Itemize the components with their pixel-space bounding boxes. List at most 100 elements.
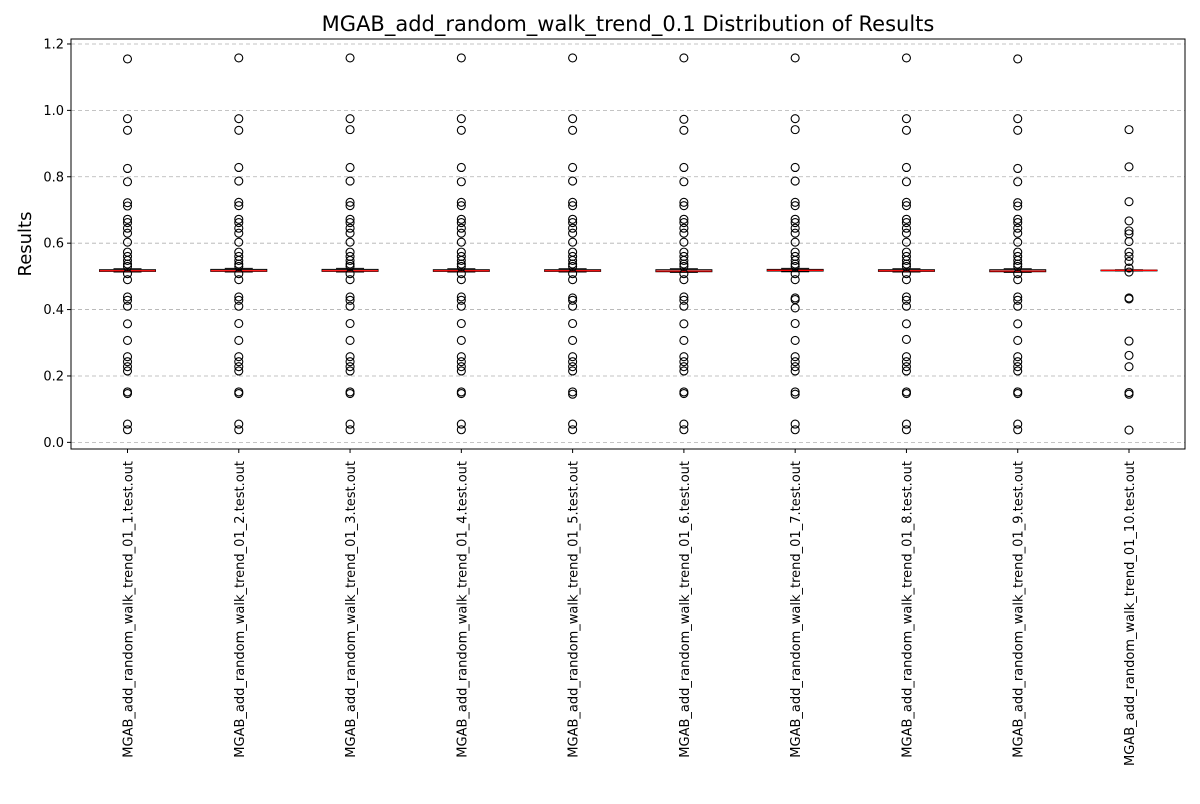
- outlier-point: [679, 275, 689, 285]
- outlier-point: [122, 269, 133, 279]
- outlier-point: [1013, 198, 1023, 208]
- outlier-point: [790, 176, 800, 186]
- outlier-point: [679, 335, 689, 345]
- outlier-point: [790, 261, 800, 271]
- outlier-point: [679, 228, 689, 238]
- x-tick-label: MGAB_add_random_walk_trend_01_7.test.out: [789, 461, 804, 758]
- outlier-point: [234, 197, 244, 207]
- outlier-point: [790, 162, 800, 173]
- outlier-point: [790, 259, 800, 269]
- outlier-point: [345, 425, 355, 435]
- outlier-point: [345, 223, 355, 233]
- outlier-point: [1124, 425, 1134, 435]
- outlier-point: [456, 425, 466, 435]
- outlier-point: [234, 114, 244, 124]
- outlier-point: [901, 125, 911, 135]
- outlier-point: [456, 275, 466, 285]
- outlier-point: [1013, 335, 1023, 345]
- outlier-point: [456, 389, 466, 399]
- x-tick-label: MGAB_add_random_walk_trend_01_5.test.out: [567, 461, 582, 758]
- outlier-point: [679, 114, 689, 124]
- outlier-point: [901, 366, 911, 376]
- outlier-point: [901, 425, 911, 435]
- outlier-point: [790, 275, 800, 285]
- outlier-point: [679, 295, 689, 305]
- outlier-point: [234, 295, 244, 305]
- outlier-point: [1124, 267, 1134, 277]
- outlier-point: [901, 319, 911, 329]
- outlier-point: [345, 162, 355, 173]
- box-group: [432, 53, 490, 435]
- outlier-point: [568, 425, 578, 435]
- outlier-point: [122, 218, 133, 228]
- outlier-point: [679, 255, 689, 265]
- box-group: [99, 54, 156, 435]
- outlier-point: [679, 218, 689, 228]
- outlier-point: [345, 292, 355, 302]
- outlier-point: [345, 295, 355, 305]
- x-tick-label: MGAB_add_random_walk_trend_01_8.test.out: [900, 461, 915, 758]
- x-axis: MGAB_add_random_walk_trend_01_1.test.out…: [122, 449, 1138, 766]
- outlier-point: [901, 419, 911, 429]
- outlier-point: [901, 301, 911, 311]
- outlier-point: [679, 301, 689, 311]
- outlier-point: [234, 318, 244, 329]
- outlier-point: [901, 214, 911, 224]
- outlier-point: [679, 366, 689, 376]
- outlier-point: [1013, 163, 1023, 174]
- outlier-point: [790, 303, 800, 313]
- outlier-point: [901, 201, 911, 211]
- outlier-point: [456, 318, 466, 329]
- outlier-point: [790, 425, 800, 435]
- outlier-point: [1013, 389, 1023, 399]
- outlier-point: [901, 53, 911, 63]
- outlier-point: [234, 162, 244, 173]
- outlier-point: [790, 255, 800, 265]
- outlier-point: [122, 114, 133, 124]
- x-tick-label: MGAB_add_random_walk_trend_01_2.test.out: [233, 461, 248, 758]
- outlier-point: [1013, 214, 1023, 224]
- outlier-point: [790, 218, 800, 228]
- outlier-point: [122, 319, 133, 329]
- outlier-point: [345, 214, 355, 224]
- outlier-point: [790, 269, 800, 279]
- outlier-point: [122, 425, 133, 435]
- outlier-point: [679, 237, 689, 247]
- outlier-point: [568, 201, 578, 211]
- outlier-point: [234, 223, 244, 233]
- outlier-point: [234, 261, 244, 271]
- y-tick-label: 0.6: [43, 237, 64, 252]
- outlier-point: [1013, 255, 1023, 265]
- outlier-point: [679, 389, 689, 399]
- outlier-point: [1013, 259, 1023, 269]
- outlier-point: [568, 114, 578, 124]
- outlier-point: [122, 259, 133, 269]
- outlier-point: [234, 269, 244, 279]
- outlier-point: [901, 292, 911, 302]
- outlier-point: [345, 218, 355, 228]
- outlier-point: [1013, 237, 1023, 247]
- outlier-point: [901, 255, 911, 265]
- outlier-point: [234, 357, 244, 367]
- outlier-point: [122, 366, 133, 376]
- outlier-point: [122, 301, 133, 311]
- box-series: [99, 53, 1158, 435]
- outlier-point: [901, 177, 911, 187]
- outlier-point: [790, 335, 800, 345]
- outlier-point: [1013, 425, 1023, 435]
- outlier-point: [345, 275, 355, 285]
- outlier-point: [456, 53, 466, 63]
- outlier-point: [234, 228, 244, 238]
- outlier-point: [679, 223, 689, 233]
- outlier-point: [1013, 218, 1023, 228]
- outlier-point: [679, 214, 689, 224]
- outlier-point: [122, 177, 133, 187]
- outlier-point: [901, 269, 911, 279]
- outlier-point: [345, 366, 355, 376]
- outlier-point: [122, 228, 133, 238]
- outlier-point: [568, 275, 578, 285]
- outlier-point: [345, 269, 355, 279]
- outlier-point: [1013, 366, 1023, 376]
- outlier-point: [1124, 263, 1134, 273]
- outlier-point: [1124, 216, 1134, 226]
